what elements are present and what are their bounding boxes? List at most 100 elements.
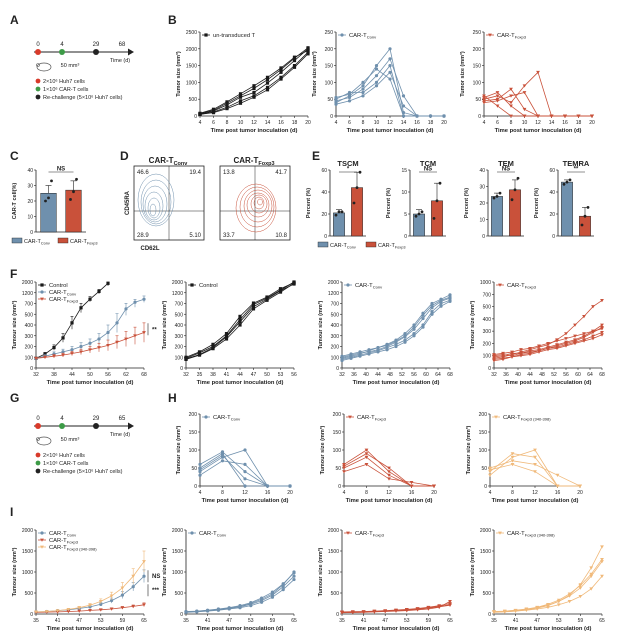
data-point — [404, 608, 409, 612]
legend-label: CAR-TConv — [355, 283, 383, 289]
data-point — [251, 305, 256, 309]
data-point — [495, 195, 499, 198]
data-point — [564, 340, 568, 344]
data-point — [355, 186, 359, 190]
data-point — [421, 313, 425, 317]
x-tick-label: 59 — [578, 618, 584, 624]
legend-swatch — [365, 241, 377, 248]
x-tick-label: 47 — [534, 618, 540, 624]
series-line — [199, 47, 309, 114]
data-point — [279, 66, 283, 70]
series-line — [341, 299, 451, 360]
data-point — [346, 283, 350, 287]
significance-label: NS — [502, 167, 510, 173]
data-point — [340, 358, 344, 363]
legend-label: CAR-TFoxp3 — [507, 283, 537, 289]
data-point — [591, 305, 595, 309]
y-tick-label: 500 — [189, 97, 198, 103]
data-point — [495, 99, 500, 103]
data-point — [40, 531, 44, 535]
data-point — [40, 290, 44, 294]
y-tick-label: 150 — [189, 430, 198, 436]
x-tick-label: 44 — [237, 372, 243, 378]
data-point — [600, 545, 604, 549]
panel-label-c: C — [10, 149, 19, 163]
x-tick-label: 65 — [599, 618, 605, 624]
data-point — [190, 283, 194, 287]
data-point — [492, 359, 496, 363]
y-tick-label: 500 — [25, 312, 34, 318]
y-tick-label: 20 — [27, 199, 33, 205]
chart-h-car-t-foxp3-340: 0 50 100 150 200 4 8 12 16 20 Tumour size (mm³) Tim… — [465, 412, 583, 504]
y-axis-label: Tumour size (mm³) — [317, 300, 324, 349]
y-tick-label: 0 — [194, 114, 197, 120]
data-point — [70, 352, 74, 356]
data-point — [342, 463, 346, 467]
series-line — [483, 95, 592, 117]
legend-label: CAR-TFoxp3 — [70, 239, 98, 245]
data-point — [589, 566, 594, 570]
y-axis-label: Percent (%) — [306, 188, 312, 218]
data-point — [265, 78, 270, 82]
data-point — [238, 101, 243, 105]
y-tick-label: 500 — [483, 305, 492, 311]
x-tick-label: 16 — [409, 490, 415, 496]
x-tick-label: 52 — [551, 372, 557, 378]
data-point — [385, 348, 389, 352]
y-tick-label: 30 — [479, 185, 485, 191]
panel-label-a: A — [10, 13, 19, 27]
data-point — [509, 94, 513, 98]
data-point — [292, 64, 297, 68]
x-tick-label: 12 — [535, 120, 541, 126]
timeline-a-dot-inoculation — [35, 49, 41, 55]
data-point — [533, 448, 537, 452]
x-tick-label: 53 — [248, 618, 254, 624]
x-tick-label: 14 — [549, 120, 555, 126]
panel-label-b: B — [168, 13, 177, 27]
data-point — [306, 46, 310, 50]
data-point — [555, 484, 560, 488]
data-point — [510, 355, 514, 359]
data-point — [79, 306, 83, 310]
data-point — [600, 299, 604, 303]
data-point — [403, 334, 407, 338]
y-tick-label: 500 — [331, 591, 340, 597]
bar — [333, 212, 345, 237]
data-point — [198, 111, 202, 115]
y-tick-label: 150 — [473, 64, 482, 70]
data-point — [265, 295, 269, 299]
data-point — [387, 477, 391, 481]
data-point — [498, 531, 502, 535]
x-tick-label: 44 — [375, 372, 381, 378]
x-tick-label: 52 — [399, 372, 405, 378]
chart-e-tscm: 0 20 40 60 Percent (%) TSCM* — [306, 159, 366, 240]
data-point — [522, 107, 527, 112]
data-point — [252, 90, 256, 95]
data-point — [533, 470, 537, 474]
x-tick-label: 8 — [362, 120, 365, 126]
data-point — [306, 50, 310, 54]
y-tick-label: 2000 — [172, 528, 183, 534]
y-tick-label: 200 — [479, 412, 488, 418]
data-point — [142, 297, 146, 301]
data-point — [88, 341, 92, 345]
x-tick-label: 16 — [278, 120, 284, 126]
data-point — [415, 114, 419, 118]
y-tick-label: 2000 — [172, 280, 183, 286]
flow-conv-q4: 5.10 — [189, 233, 201, 239]
x-axis-label: Time post tumor inoculation (d) — [353, 380, 440, 386]
chart-i-car-t-conv: 0 500 1000 1500 2000 35 41 47 53 59 65 Tumour size … — [161, 528, 297, 632]
x-tick-label: 16 — [562, 120, 568, 126]
data-point — [279, 68, 283, 72]
mouse-icon — [36, 62, 52, 72]
chart-c-car-t-cell-percent: 0 10 20 30 40 CAR-T cell(%) NS CAR-TConv CAR-TFo… — [11, 167, 98, 245]
legend-dot-cart — [35, 460, 41, 466]
legend-label: CAR-TFoxp3 (340-398) — [49, 545, 97, 551]
series-line — [335, 58, 444, 117]
x-tick-label: 68 — [599, 372, 605, 378]
timeline-a-day-0: 0 — [36, 42, 40, 48]
series-line — [341, 297, 451, 358]
mouse-icon — [36, 436, 52, 446]
series-line — [483, 92, 592, 117]
data-point — [131, 585, 135, 589]
